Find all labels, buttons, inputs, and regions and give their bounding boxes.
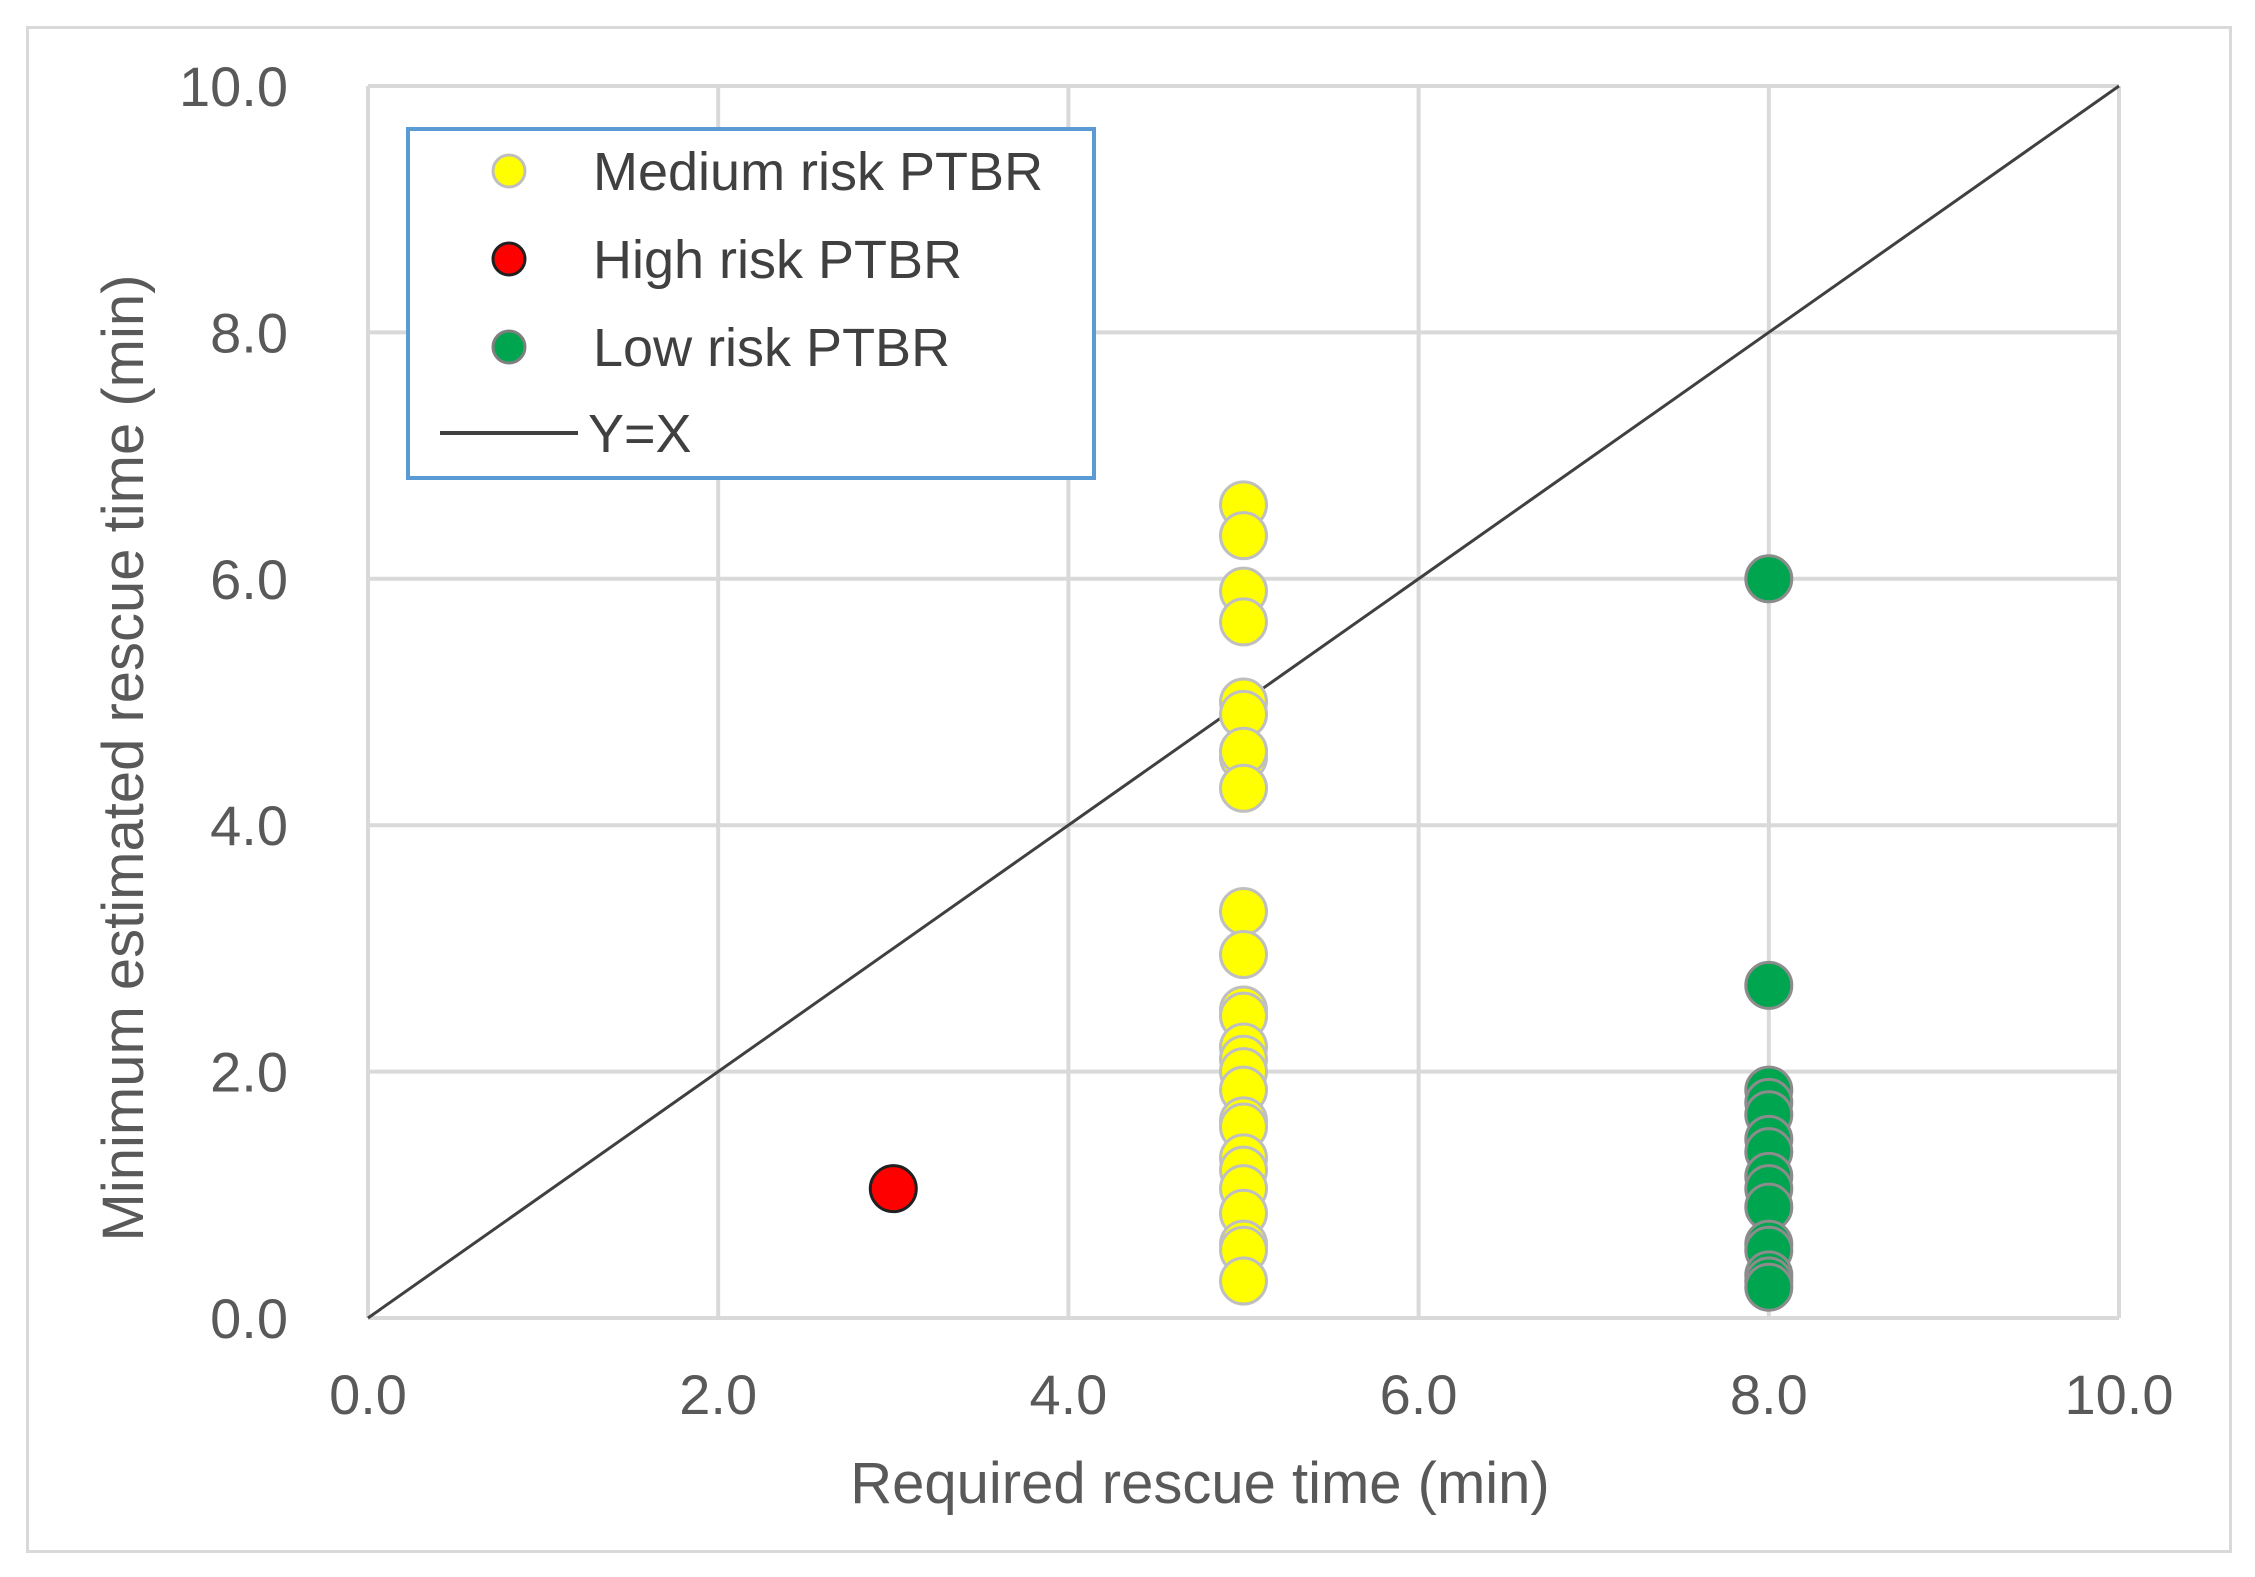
medium-risk-point — [1219, 763, 1268, 813]
legend-label-low: Low risk PTBR — [593, 318, 950, 378]
y-tick-label: 6.0 — [210, 548, 288, 611]
x-tick-label: 2.0 — [679, 1363, 757, 1426]
legend-marker-medium — [491, 153, 527, 189]
legend-marker-low — [491, 329, 527, 365]
data-points — [868, 480, 1794, 1312]
medium-risk-point — [1219, 511, 1268, 561]
legend-label-ref: Y=X — [588, 404, 692, 464]
y-tick-label: 10.0 — [179, 55, 288, 118]
x-tick-label: 10.0 — [2065, 1363, 2174, 1426]
tick-labels: 0.0 2.0 4.0 6.0 8.0 10.0 0.0 2.0 4.0 6.0 8.0 10.0 — [179, 55, 2174, 1426]
y-tick-label: 0.0 — [210, 1287, 288, 1350]
grid-layer — [366, 84, 2121, 1320]
x-tick-label: 0.0 — [329, 1363, 407, 1426]
x-axis-title: Required rescue time (min) — [850, 1451, 1549, 1516]
chart-frame — [26, 26, 2232, 1553]
low-risk-point — [1744, 960, 1794, 1010]
low-risk-point — [1744, 554, 1794, 604]
x-tick-label: 6.0 — [1380, 1363, 1458, 1426]
y-tick-label: 8.0 — [210, 301, 288, 364]
legend-marker-high — [491, 241, 527, 277]
low-risk-point — [1744, 1262, 1794, 1312]
legend: Medium risk PTBR High risk PTBR Low risk… — [406, 127, 1096, 480]
medium-risk-point — [1219, 1256, 1268, 1306]
medium-risk-point — [1219, 886, 1268, 936]
y-tick-label: 4.0 — [210, 794, 288, 857]
legend-label-medium: Medium risk PTBR — [593, 142, 1043, 202]
high-risk-point — [868, 1164, 918, 1214]
legend-label-high: High risk PTBR — [593, 230, 962, 290]
medium-risk-point — [1219, 597, 1268, 647]
legend-box — [406, 127, 1096, 480]
y-axis-title: Minimum estimated rescue time (min) — [91, 275, 156, 1242]
medium-risk-point — [1219, 930, 1268, 980]
x-tick-label: 4.0 — [1029, 1363, 1107, 1426]
y-tick-label: 2.0 — [210, 1041, 288, 1104]
x-tick-label: 8.0 — [1730, 1363, 1808, 1426]
